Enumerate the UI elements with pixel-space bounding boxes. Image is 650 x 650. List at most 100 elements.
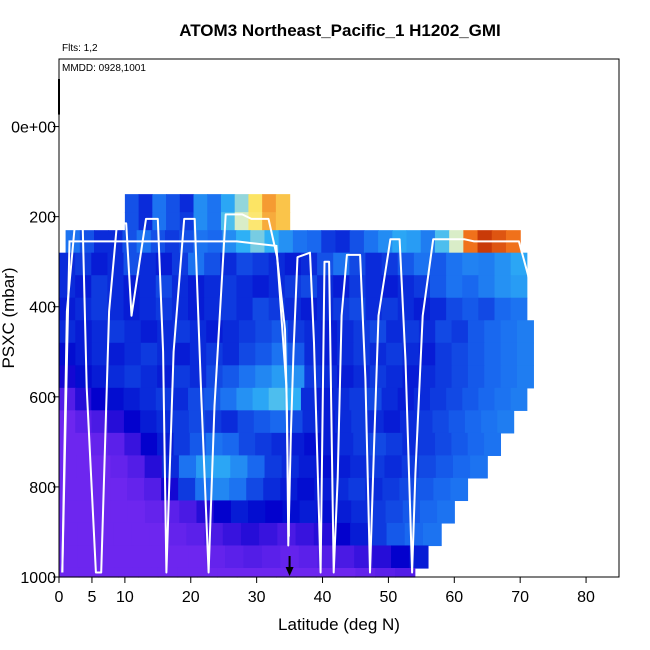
heatmap-cell: [221, 410, 239, 434]
heatmap-cell: [435, 320, 453, 344]
heatmap-cell: [383, 410, 401, 434]
heatmap-cell: [462, 297, 479, 321]
heatmap-cell: [317, 545, 337, 569]
latitude-marker-arrowhead: [285, 567, 294, 576]
heatmap-cell: [409, 545, 429, 569]
heatmap-cell: [434, 230, 450, 254]
heatmap-cell: [446, 387, 463, 411]
heatmap-cell: [367, 455, 386, 479]
heatmap-cell: [59, 275, 76, 299]
heatmap-cell: [386, 522, 406, 547]
heatmap-cell: [237, 410, 255, 434]
heatmap-cell: [295, 522, 315, 547]
heatmap-cell: [157, 320, 175, 344]
heatmap-cell: [429, 275, 447, 299]
heatmap-cell: [416, 410, 434, 434]
heatmap-cell: [248, 212, 263, 231]
heatmap-cell: [93, 477, 111, 502]
heatmap-cell: [248, 194, 263, 213]
heatmap-cell: [313, 522, 333, 547]
heatmap-cell: [451, 432, 469, 456]
heatmap-cell: [317, 387, 334, 411]
heatmap-cell: [418, 432, 436, 456]
heatmap-cell: [59, 567, 80, 578]
heatmap-cell: [298, 545, 318, 569]
heatmap-cell: [173, 342, 191, 366]
heatmap-cell: [124, 212, 140, 231]
heatmap-cell: [478, 275, 496, 299]
heatmap-cell: [497, 410, 515, 434]
heatmap-cell: [350, 522, 369, 547]
heatmap-cell: [59, 477, 77, 502]
heatmap-cell: [365, 252, 383, 276]
y-tick-label: 1000: [20, 570, 56, 587]
heatmap-cell: [238, 320, 256, 344]
heatmap-cell: [418, 455, 437, 479]
heatmap-cell: [140, 342, 158, 366]
heatmap-cell: [91, 275, 108, 299]
heatmap-cell: [464, 410, 482, 434]
heatmap-cell: [298, 455, 317, 479]
heatmap-cell: [402, 500, 421, 524]
heatmap-cell: [252, 275, 270, 299]
heatmap-cell: [110, 500, 129, 524]
heatmap-cell: [152, 194, 167, 213]
heatmap-cell: [95, 545, 115, 569]
heatmap-cell: [451, 342, 469, 366]
heatmap-cell: [369, 365, 387, 389]
heatmap-cell: [333, 387, 350, 411]
heatmap-cell: [186, 522, 206, 547]
heatmap-cell: [494, 275, 512, 299]
heatmap-cell: [384, 455, 403, 479]
heatmap-cell: [91, 387, 108, 411]
heatmap-cell: [268, 387, 286, 411]
heatmap-cell: [484, 320, 502, 344]
heatmap-cell: [484, 432, 502, 456]
heatmap-cell: [127, 477, 145, 502]
heatmap-cell: [238, 365, 256, 389]
heatmap-cell: [354, 545, 374, 569]
heatmap-cell: [173, 365, 191, 389]
heatmap-cell: [220, 275, 238, 299]
heatmap-cell: [335, 230, 351, 254]
heatmap-cell: [382, 477, 400, 502]
heatmap-cell: [275, 194, 291, 213]
heatmap-cell: [418, 365, 436, 389]
dates-annotation: MMDD: 0928,1001: [62, 63, 146, 74]
heatmap-cell: [484, 342, 502, 366]
heatmap-cell: [152, 212, 167, 231]
heatmap-cell: [255, 432, 273, 456]
heatmap-cell: [127, 500, 146, 524]
heatmap-cell: [59, 545, 79, 569]
heatmap-cell: [300, 387, 318, 411]
heatmap-cell: [59, 387, 76, 411]
heatmap-cell: [240, 522, 260, 547]
heatmap-cell: [435, 455, 454, 479]
heatmap-cell: [188, 545, 208, 569]
heatmap-cell: [197, 567, 218, 578]
heatmap-cell: [397, 275, 415, 299]
heatmap-cell: [467, 365, 485, 389]
heatmap-cell: [470, 455, 488, 479]
heatmap-cell: [140, 410, 158, 434]
heatmap-cell: [452, 455, 471, 479]
heatmap-cell: [399, 477, 418, 502]
heatmap-cell: [333, 500, 352, 524]
heatmap-cell: [75, 342, 93, 366]
heatmap-cell: [247, 455, 266, 479]
heatmap-cell: [284, 297, 302, 321]
heatmap-cell: [494, 252, 512, 276]
x-tick-label: 70: [511, 589, 529, 606]
flight-track-line: [61, 213, 536, 574]
heatmap-cell: [333, 275, 350, 299]
heatmap-cell: [140, 365, 158, 389]
heatmap-cell: [463, 230, 479, 254]
heatmap-cell: [255, 320, 273, 344]
heatmap-cell: [171, 297, 189, 321]
heatmap-cell: [395, 567, 416, 578]
heatmap-cell: [451, 320, 469, 344]
heatmap-cell: [435, 432, 452, 456]
heatmap-cell: [510, 387, 528, 411]
heatmap-cell: [350, 455, 368, 479]
heatmap-cell: [349, 387, 367, 411]
